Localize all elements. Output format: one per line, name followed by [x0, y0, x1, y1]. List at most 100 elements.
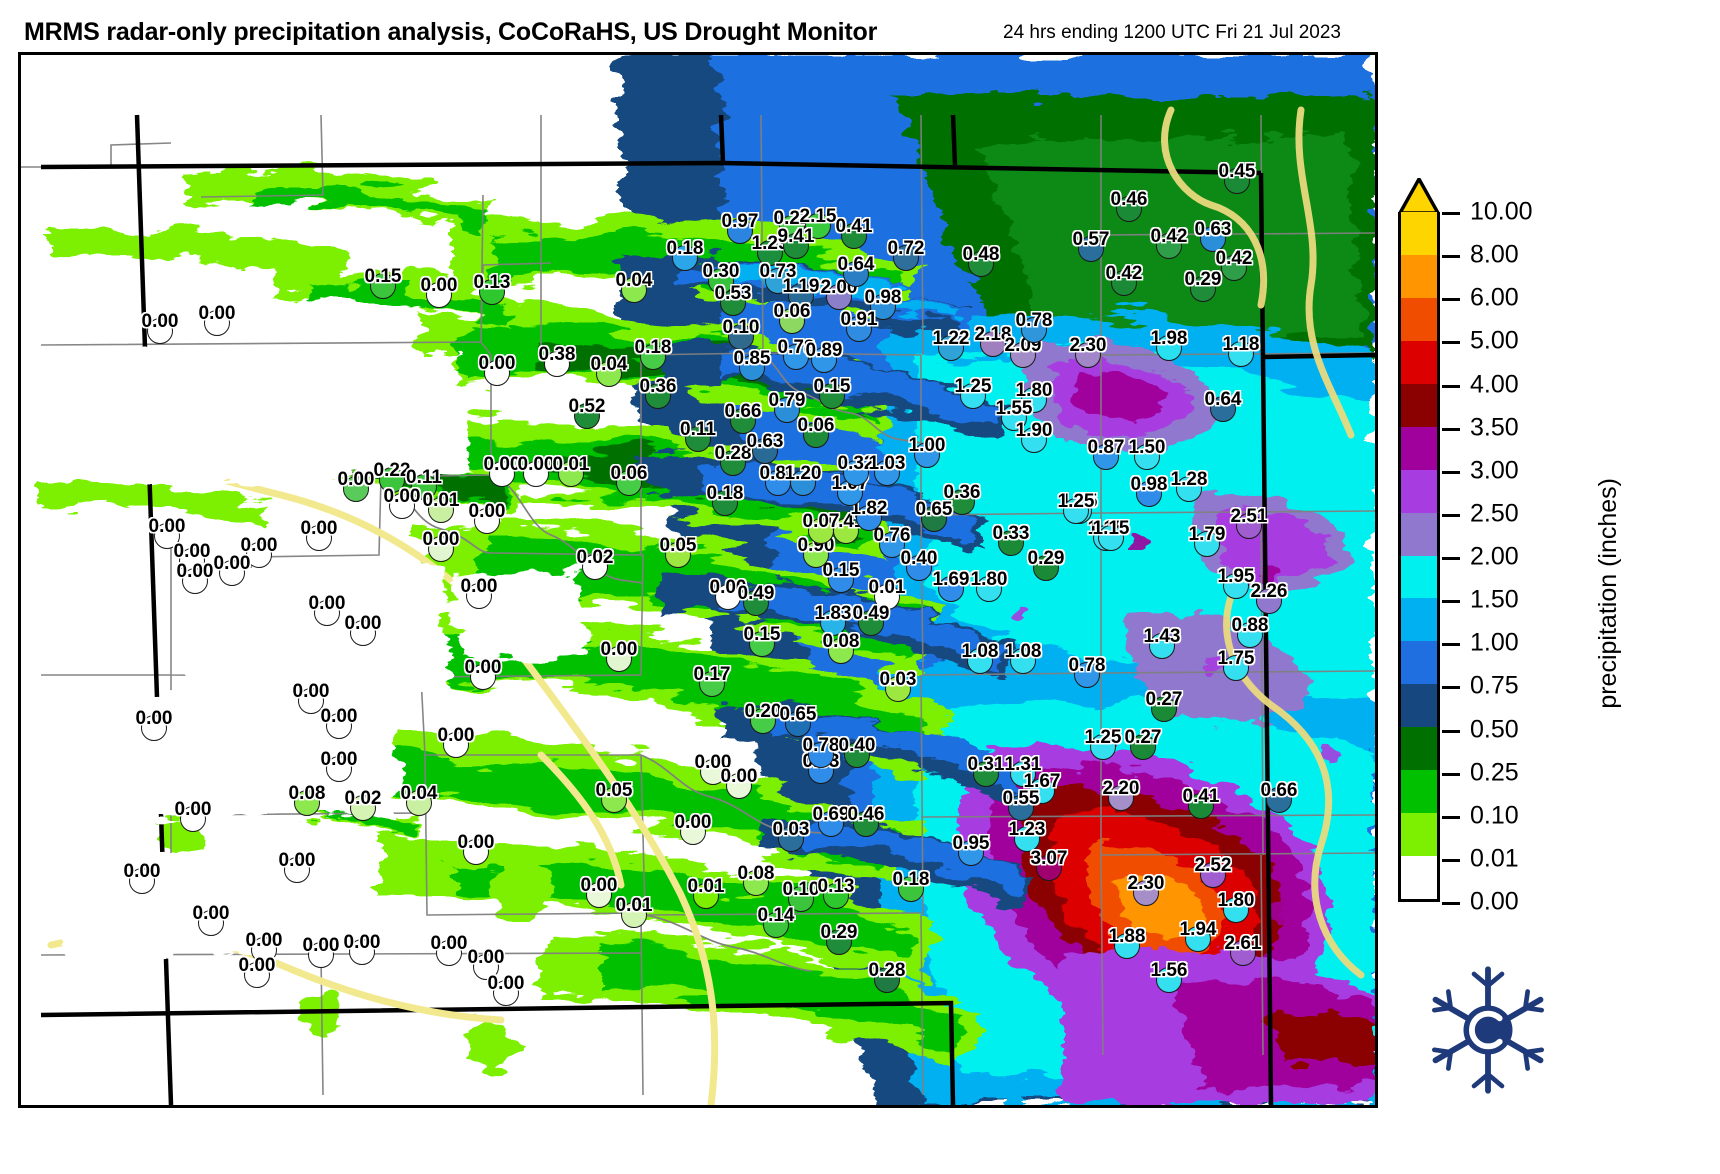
precipitation-map[interactable]: 0.00 0.00 0.15 0.00 0.13 0.04 0.18 0.30 0.53 0.10… — [18, 52, 1378, 1108]
station-observation[interactable]: 0.63 — [747, 432, 783, 464]
station-observation[interactable]: 0.98 — [1131, 475, 1167, 507]
station-observation[interactable]: 0.06 — [611, 464, 647, 496]
station-observation[interactable]: 0.00 — [468, 948, 504, 980]
station-observation[interactable]: 0.38 — [539, 345, 575, 377]
station-observation[interactable]: 0.33 — [993, 524, 1029, 556]
station-observation[interactable]: 0.64 — [838, 255, 874, 287]
station-observation[interactable]: 0.64 — [1205, 390, 1241, 422]
station-observation[interactable]: 0.36 — [944, 483, 980, 515]
station-observation[interactable]: 0.65 — [780, 705, 816, 737]
station-observation[interactable]: 0.48 — [963, 245, 999, 277]
station-observation[interactable]: 2.15 — [800, 207, 836, 239]
station-observation[interactable]: 0.87 — [1088, 438, 1124, 470]
station-observation[interactable]: 0.10 — [783, 880, 819, 912]
station-observation[interactable]: 0.07 — [803, 512, 839, 544]
station-observation[interactable]: 0.18 — [667, 239, 703, 271]
station-observation[interactable]: 0.00 — [293, 682, 329, 714]
station-observation[interactable]: 0.02 — [345, 789, 381, 821]
station-observation[interactable]: 0.22 — [374, 461, 410, 493]
station-observation[interactable]: 0.63 — [1195, 220, 1231, 252]
station-observation[interactable]: 1.25 — [955, 377, 991, 409]
station-observation[interactable]: 0.03 — [880, 670, 916, 702]
station-observation[interactable]: 0.55 — [1003, 789, 1039, 821]
station-observation[interactable]: 1.25 — [1058, 492, 1094, 524]
station-observation[interactable]: 0.18 — [707, 484, 743, 516]
station-observation[interactable]: 2.00 — [821, 278, 857, 310]
station-observation[interactable]: 0.73 — [760, 262, 796, 294]
station-observation[interactable]: 0.04 — [616, 271, 652, 303]
station-observation[interactable]: 0.00 — [461, 577, 497, 609]
station-observation[interactable]: 0.00 — [423, 530, 459, 562]
station-observation[interactable]: 0.97 — [722, 212, 758, 244]
station-observation[interactable]: 0.29 — [821, 923, 857, 955]
station-observation[interactable]: 1.90 — [1016, 421, 1052, 453]
station-observation[interactable]: 1.08 — [962, 642, 998, 674]
station-observation[interactable]: 0.41 — [836, 217, 872, 249]
station-observation[interactable]: 0.08 — [738, 864, 774, 896]
station-observation[interactable]: 1.69 — [933, 570, 969, 602]
station-observation[interactable]: 0.03 — [773, 820, 809, 852]
station-observation[interactable]: 0.17 — [694, 665, 730, 697]
station-observation[interactable]: 1.75 — [1218, 649, 1254, 681]
station-observation[interactable]: 0.01 — [553, 455, 589, 487]
station-observation[interactable]: 1.88 — [1109, 927, 1145, 959]
station-observation[interactable]: 1.82 — [851, 499, 887, 531]
station-observation[interactable]: 0.14 — [758, 906, 794, 938]
station-observation[interactable]: 0.00 — [518, 455, 554, 487]
station-observation[interactable]: 0.00 — [321, 707, 357, 739]
station-observation[interactable]: 1.80 — [1218, 891, 1254, 923]
station-observation[interactable]: 0.88 — [1232, 616, 1268, 648]
station-observation[interactable]: 1.18 — [1223, 335, 1259, 367]
station-observation[interactable]: 0.01 — [616, 896, 652, 928]
station-observation[interactable]: 1.50 — [1129, 438, 1165, 470]
station-observation[interactable]: 2.61 — [1225, 934, 1261, 966]
station-observation[interactable]: 0.05 — [596, 781, 632, 813]
station-observation[interactable]: 0.66 — [1261, 781, 1297, 813]
station-observation[interactable]: 1.03 — [869, 454, 905, 486]
station-observation[interactable]: 0.00 — [465, 658, 501, 690]
station-observation[interactable]: 0.04 — [591, 355, 627, 387]
station-observation[interactable]: 0.15 — [365, 267, 401, 299]
station-observation[interactable]: 0.95 — [953, 834, 989, 866]
station-observation[interactable]: 3.07 — [1031, 849, 1067, 881]
station-observation[interactable]: 0.01 — [869, 578, 905, 610]
station-observation[interactable]: 0.00 — [193, 904, 229, 936]
station-observation[interactable]: 0.00 — [345, 614, 381, 646]
station-observation[interactable]: 1.79 — [1189, 525, 1225, 557]
station-observation[interactable]: 0.00 — [581, 876, 617, 908]
station-observation[interactable]: 0.15 — [814, 377, 850, 409]
station-observation[interactable]: 0.78 — [803, 736, 839, 768]
station-observation[interactable]: 1.20 — [785, 464, 821, 496]
station-observation[interactable]: 0.00 — [601, 640, 637, 672]
station-observation[interactable]: 0.41 — [1183, 787, 1219, 819]
station-observation[interactable]: 1.15 — [1093, 519, 1129, 551]
station-observation[interactable]: 0.00 — [438, 726, 474, 758]
station-observation[interactable]: 2.51 — [1231, 507, 1267, 539]
station-observation[interactable]: 0.72 — [888, 239, 924, 271]
station-observation[interactable]: 2.18 — [975, 325, 1011, 357]
station-observation[interactable]: 0.00 — [421, 276, 457, 308]
station-observation[interactable]: 0.00 — [239, 956, 275, 988]
station-observation[interactable]: 0.28 — [869, 961, 905, 993]
station-observation[interactable]: 0.00 — [469, 502, 505, 534]
station-observation[interactable]: 0.98 — [865, 288, 901, 320]
station-observation[interactable]: 1.95 — [1218, 567, 1254, 599]
station-observation[interactable]: 0.00 — [142, 312, 178, 344]
station-observation[interactable]: 2.26 — [1251, 582, 1287, 614]
station-observation[interactable]: 0.29 — [1028, 549, 1064, 581]
station-observation[interactable]: 0.52 — [569, 397, 605, 429]
station-observation[interactable]: 0.01 — [423, 491, 459, 523]
station-observation[interactable]: 1.00 — [909, 436, 945, 468]
station-observation[interactable]: 1.98 — [1151, 329, 1187, 361]
station-observation[interactable]: 0.00 — [246, 931, 282, 963]
station-observation[interactable]: 0.00 — [488, 974, 524, 1006]
station-observation[interactable]: 0.02 — [577, 548, 613, 580]
station-observation[interactable]: 1.94 — [1180, 920, 1216, 952]
station-observation[interactable]: 1.83 — [815, 604, 851, 636]
station-observation[interactable]: 2.20 — [1103, 779, 1139, 811]
station-observation[interactable]: 0.00 — [279, 851, 315, 883]
station-observation[interactable]: 0.15 — [823, 561, 859, 593]
station-observation[interactable]: 0.20 — [745, 702, 781, 734]
station-observation[interactable]: 0.00 — [309, 594, 345, 626]
station-observation[interactable]: 0.05 — [660, 536, 696, 568]
